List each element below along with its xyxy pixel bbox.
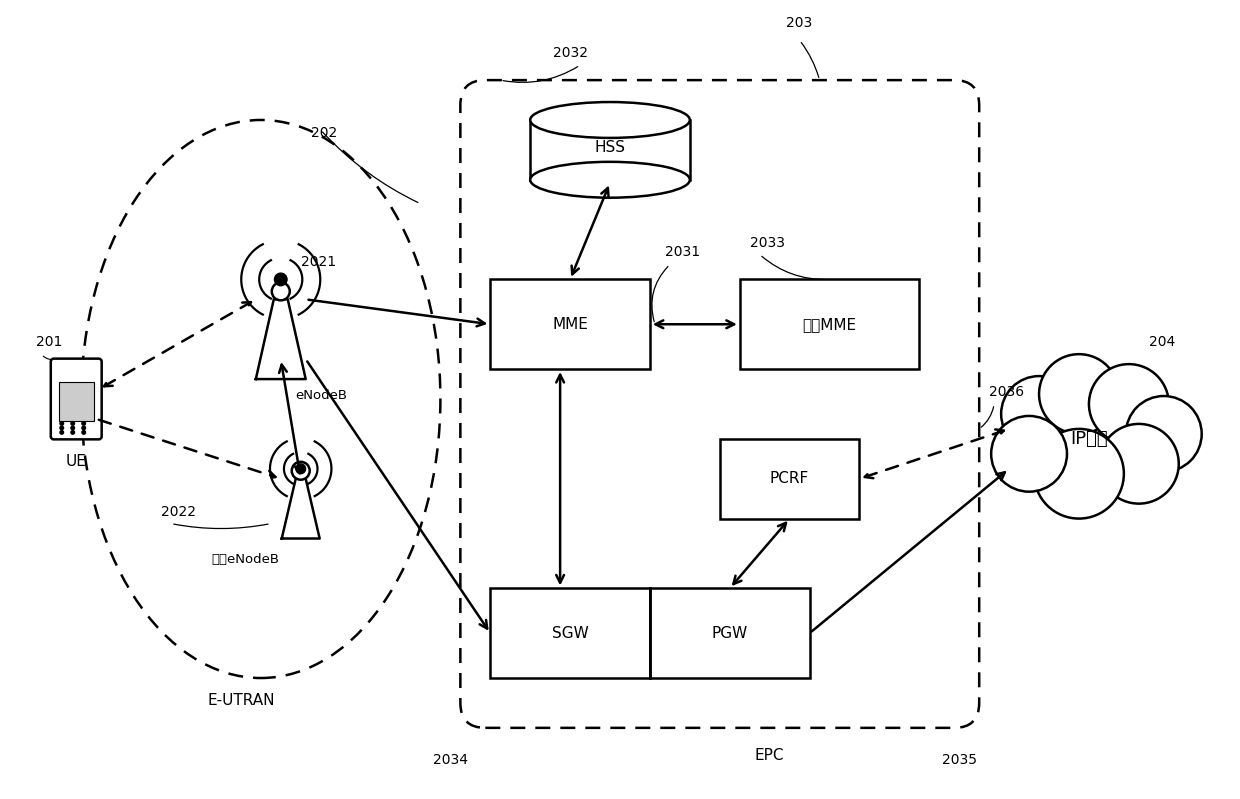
Bar (719, 439, 859, 519)
Circle shape (1126, 396, 1202, 471)
Circle shape (296, 464, 305, 474)
Circle shape (1001, 376, 1078, 451)
Text: SGW: SGW (552, 626, 589, 641)
Text: IP业务: IP业务 (1070, 430, 1107, 448)
Circle shape (991, 416, 1066, 491)
Text: 202: 202 (311, 126, 337, 140)
Circle shape (60, 431, 63, 434)
Bar (58, 382, 94, 421)
Circle shape (82, 431, 86, 434)
Text: PGW: PGW (712, 626, 748, 641)
Text: 2035: 2035 (941, 753, 977, 767)
Text: EPC: EPC (755, 748, 785, 763)
Text: MME: MME (552, 316, 588, 332)
Text: 2034: 2034 (433, 753, 467, 767)
Text: 2033: 2033 (750, 236, 785, 249)
Circle shape (1039, 354, 1118, 434)
Text: 2021: 2021 (301, 256, 336, 269)
Circle shape (272, 282, 290, 300)
Polygon shape (281, 479, 320, 539)
Bar (650, 588, 810, 678)
Circle shape (1089, 364, 1169, 444)
Circle shape (60, 426, 63, 430)
Circle shape (82, 426, 86, 430)
Text: 204: 204 (1148, 335, 1176, 349)
Text: 201: 201 (36, 335, 63, 349)
Text: 其它eNodeB: 其它eNodeB (211, 554, 279, 566)
Polygon shape (255, 300, 306, 379)
Circle shape (1099, 424, 1179, 503)
Circle shape (60, 422, 63, 425)
Circle shape (82, 422, 86, 425)
Text: PCRF: PCRF (770, 471, 810, 487)
Text: 2031: 2031 (665, 245, 701, 260)
Text: UE: UE (66, 454, 87, 469)
Circle shape (71, 426, 74, 430)
Ellipse shape (531, 102, 689, 138)
Circle shape (71, 422, 74, 425)
Text: eNodeB: eNodeB (295, 389, 347, 402)
Text: 203: 203 (786, 16, 812, 30)
Circle shape (1034, 429, 1123, 519)
Circle shape (274, 273, 286, 286)
Text: 其它MME: 其它MME (802, 316, 857, 332)
Text: 2022: 2022 (161, 505, 196, 519)
Circle shape (71, 431, 74, 434)
Text: HSS: HSS (594, 141, 625, 155)
Bar (490, 280, 650, 369)
FancyBboxPatch shape (51, 359, 102, 439)
Bar (490, 588, 650, 678)
Text: E-UTRAN: E-UTRAN (207, 693, 274, 708)
Ellipse shape (531, 162, 689, 197)
Bar (740, 280, 919, 369)
Text: 2036: 2036 (990, 385, 1024, 399)
Bar (531, 120, 689, 180)
Text: 2032: 2032 (553, 46, 588, 60)
Circle shape (291, 462, 310, 479)
